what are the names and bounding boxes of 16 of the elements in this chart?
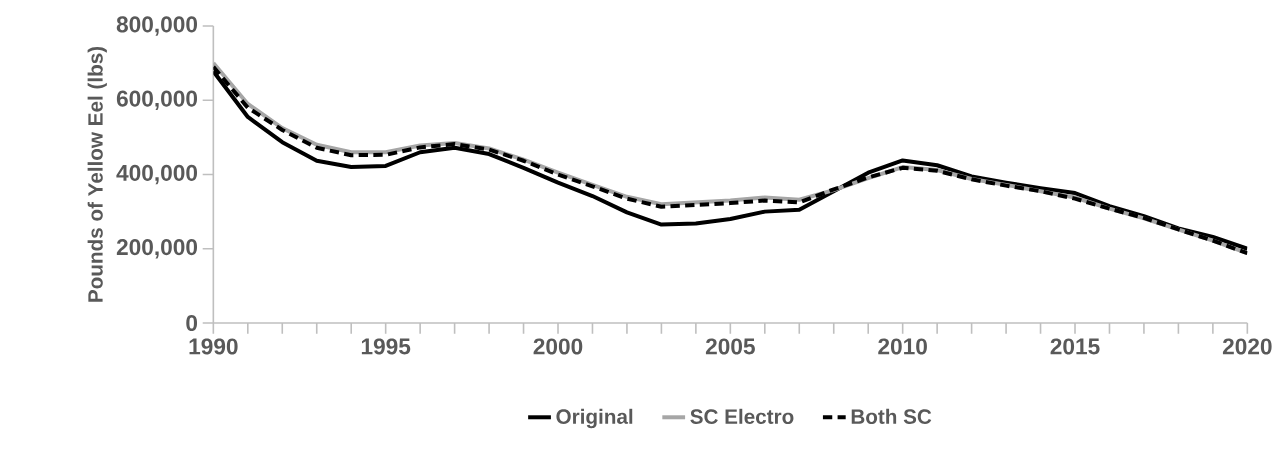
y-tick-label: 200,000 — [116, 239, 198, 259]
legend-label: Original — [556, 408, 633, 429]
y-tick-label: 0 — [186, 314, 198, 332]
legend-label: SC Electro — [690, 408, 794, 424]
y-axis-title: Pounds of Yellow Eel (lbs) — [87, 46, 107, 302]
y-tick-label: 800,000 — [116, 16, 198, 36]
x-tick-label: 2005 — [705, 338, 755, 355]
legend-label: Both SC — [851, 408, 932, 424]
x-tick-label: 2020 — [1222, 338, 1272, 355]
x-tick-label: 1990 — [189, 338, 238, 355]
x-tick-label: 2000 — [533, 338, 583, 355]
y-tick-label: 400,000 — [116, 164, 198, 185]
x-tick-label: 2015 — [1050, 338, 1100, 355]
x-tick-label: 1995 — [361, 338, 411, 355]
y-tick-label: 600,000 — [116, 90, 198, 110]
x-tick-label: 2010 — [878, 338, 927, 355]
